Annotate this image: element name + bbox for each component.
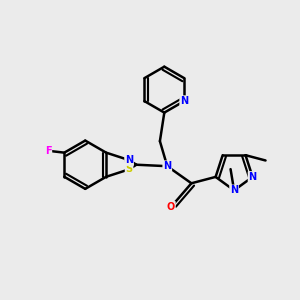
Text: N: N — [248, 172, 256, 182]
Text: O: O — [167, 202, 175, 212]
Text: N: N — [180, 96, 188, 106]
Text: N: N — [125, 155, 133, 165]
Text: N: N — [163, 161, 171, 171]
Text: F: F — [45, 146, 51, 156]
Text: N: N — [230, 185, 238, 195]
Text: S: S — [125, 164, 133, 174]
